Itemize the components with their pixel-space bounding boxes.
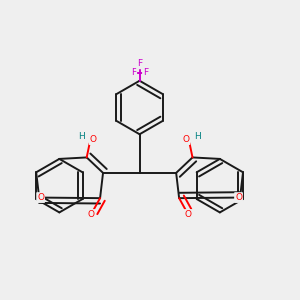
Text: O: O bbox=[88, 210, 94, 219]
Text: O: O bbox=[184, 210, 191, 219]
Text: O: O bbox=[37, 193, 44, 202]
Text: F: F bbox=[131, 68, 136, 77]
Text: O: O bbox=[182, 135, 190, 144]
Text: O: O bbox=[235, 193, 242, 202]
Text: F: F bbox=[137, 59, 142, 68]
Text: O: O bbox=[90, 135, 97, 144]
Text: F: F bbox=[143, 68, 148, 77]
Text: H: H bbox=[78, 132, 85, 141]
Text: H: H bbox=[194, 132, 201, 141]
